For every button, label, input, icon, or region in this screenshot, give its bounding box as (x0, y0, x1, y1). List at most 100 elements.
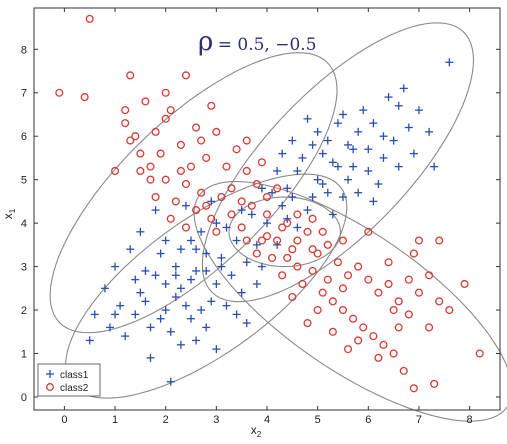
point-class1 (389, 136, 398, 145)
point-class1 (278, 201, 287, 210)
point-class2 (379, 340, 388, 349)
point-class2 (207, 214, 216, 223)
point-class2 (394, 297, 403, 306)
point-class1 (323, 188, 332, 197)
x-tick-label: 2 (163, 414, 169, 426)
x-axis-label-sub: 2 (257, 430, 262, 439)
point-class2 (343, 345, 353, 354)
point-class1 (156, 249, 165, 258)
point-class2 (212, 127, 221, 136)
x-tick-label: 3 (213, 414, 219, 426)
point-class1 (252, 240, 261, 249)
x-tick-label: 0 (61, 414, 67, 426)
point-class2 (237, 197, 246, 206)
point-class1 (318, 149, 327, 158)
points-layer (55, 14, 484, 393)
point-class2 (207, 101, 216, 110)
point-class1 (181, 301, 190, 310)
point-class1 (212, 219, 221, 228)
point-class1 (359, 106, 368, 115)
point-class2 (171, 197, 180, 206)
y-tick-label: 2 (21, 305, 27, 317)
point-class2 (136, 166, 145, 176)
point-class1 (430, 162, 439, 171)
point-class2 (364, 227, 373, 236)
point-class1 (192, 336, 201, 345)
point-class1 (232, 310, 241, 319)
point-class1 (399, 84, 408, 93)
y-axis-label-sub: 1 (8, 208, 17, 213)
point-class2 (404, 310, 413, 319)
point-class1 (222, 301, 231, 310)
point-class1 (364, 166, 373, 175)
y-tick-label: 8 (21, 44, 27, 56)
point-class2 (268, 253, 277, 262)
point-class2 (374, 353, 383, 362)
point-class2 (126, 71, 135, 80)
point-class2 (197, 188, 206, 197)
point-class2 (288, 245, 297, 254)
point-class1 (171, 293, 180, 302)
point-class1 (116, 301, 125, 310)
point-class2 (161, 88, 170, 97)
point-class1 (187, 275, 196, 284)
point-class1 (409, 149, 418, 158)
point-class2 (313, 305, 322, 315)
point-class2 (192, 206, 201, 215)
point-class1 (111, 310, 120, 319)
point-class2 (374, 288, 383, 297)
point-class1 (308, 140, 317, 149)
point-class1 (394, 101, 403, 110)
point-class1 (176, 245, 185, 254)
point-class2 (333, 258, 342, 267)
title-value: = 0.5, −0.5 (218, 35, 317, 55)
point-class1 (379, 153, 388, 162)
point-class2 (262, 232, 272, 241)
point-class2 (166, 214, 175, 223)
y-tick-label: 5 (21, 175, 27, 187)
point-class2 (181, 223, 191, 232)
point-class1 (192, 245, 201, 254)
point-class1 (126, 245, 135, 254)
point-class1 (202, 323, 211, 332)
point-class2 (414, 236, 424, 245)
point-class2 (156, 149, 165, 158)
point-class2 (252, 249, 261, 258)
point-class2 (262, 192, 272, 202)
y-tick-label: 4 (21, 218, 27, 230)
point-class2 (227, 184, 236, 193)
point-class1 (136, 227, 145, 236)
point-class1 (232, 236, 241, 245)
point-class1 (344, 140, 353, 149)
point-class2 (202, 153, 211, 162)
point-class2 (313, 249, 322, 258)
point-class1 (105, 323, 114, 332)
point-class1 (338, 193, 347, 202)
plot-frame (33, 7, 501, 411)
point-class1 (90, 310, 99, 319)
contour-ellipse-5 (228, 196, 341, 268)
point-class1 (166, 327, 175, 336)
point-class2 (323, 275, 332, 284)
point-class1 (303, 206, 312, 215)
point-class2 (151, 127, 160, 136)
point-class1 (166, 377, 175, 386)
legend-label-class1: class1 (60, 370, 89, 381)
point-class2 (404, 275, 413, 284)
point-class2 (161, 175, 170, 184)
point-class2 (257, 158, 266, 167)
point-class2 (359, 323, 368, 332)
point-class1 (151, 271, 160, 280)
point-class1 (333, 162, 342, 171)
point-class1 (187, 314, 196, 323)
point-class2 (252, 179, 261, 189)
point-class1 (217, 262, 226, 271)
point-class1 (445, 58, 454, 67)
point-class1 (146, 323, 155, 332)
point-class1 (207, 297, 216, 306)
point-class1 (131, 275, 140, 284)
point-class1 (374, 180, 383, 189)
point-class2 (389, 305, 398, 315)
point-class2 (384, 279, 393, 289)
